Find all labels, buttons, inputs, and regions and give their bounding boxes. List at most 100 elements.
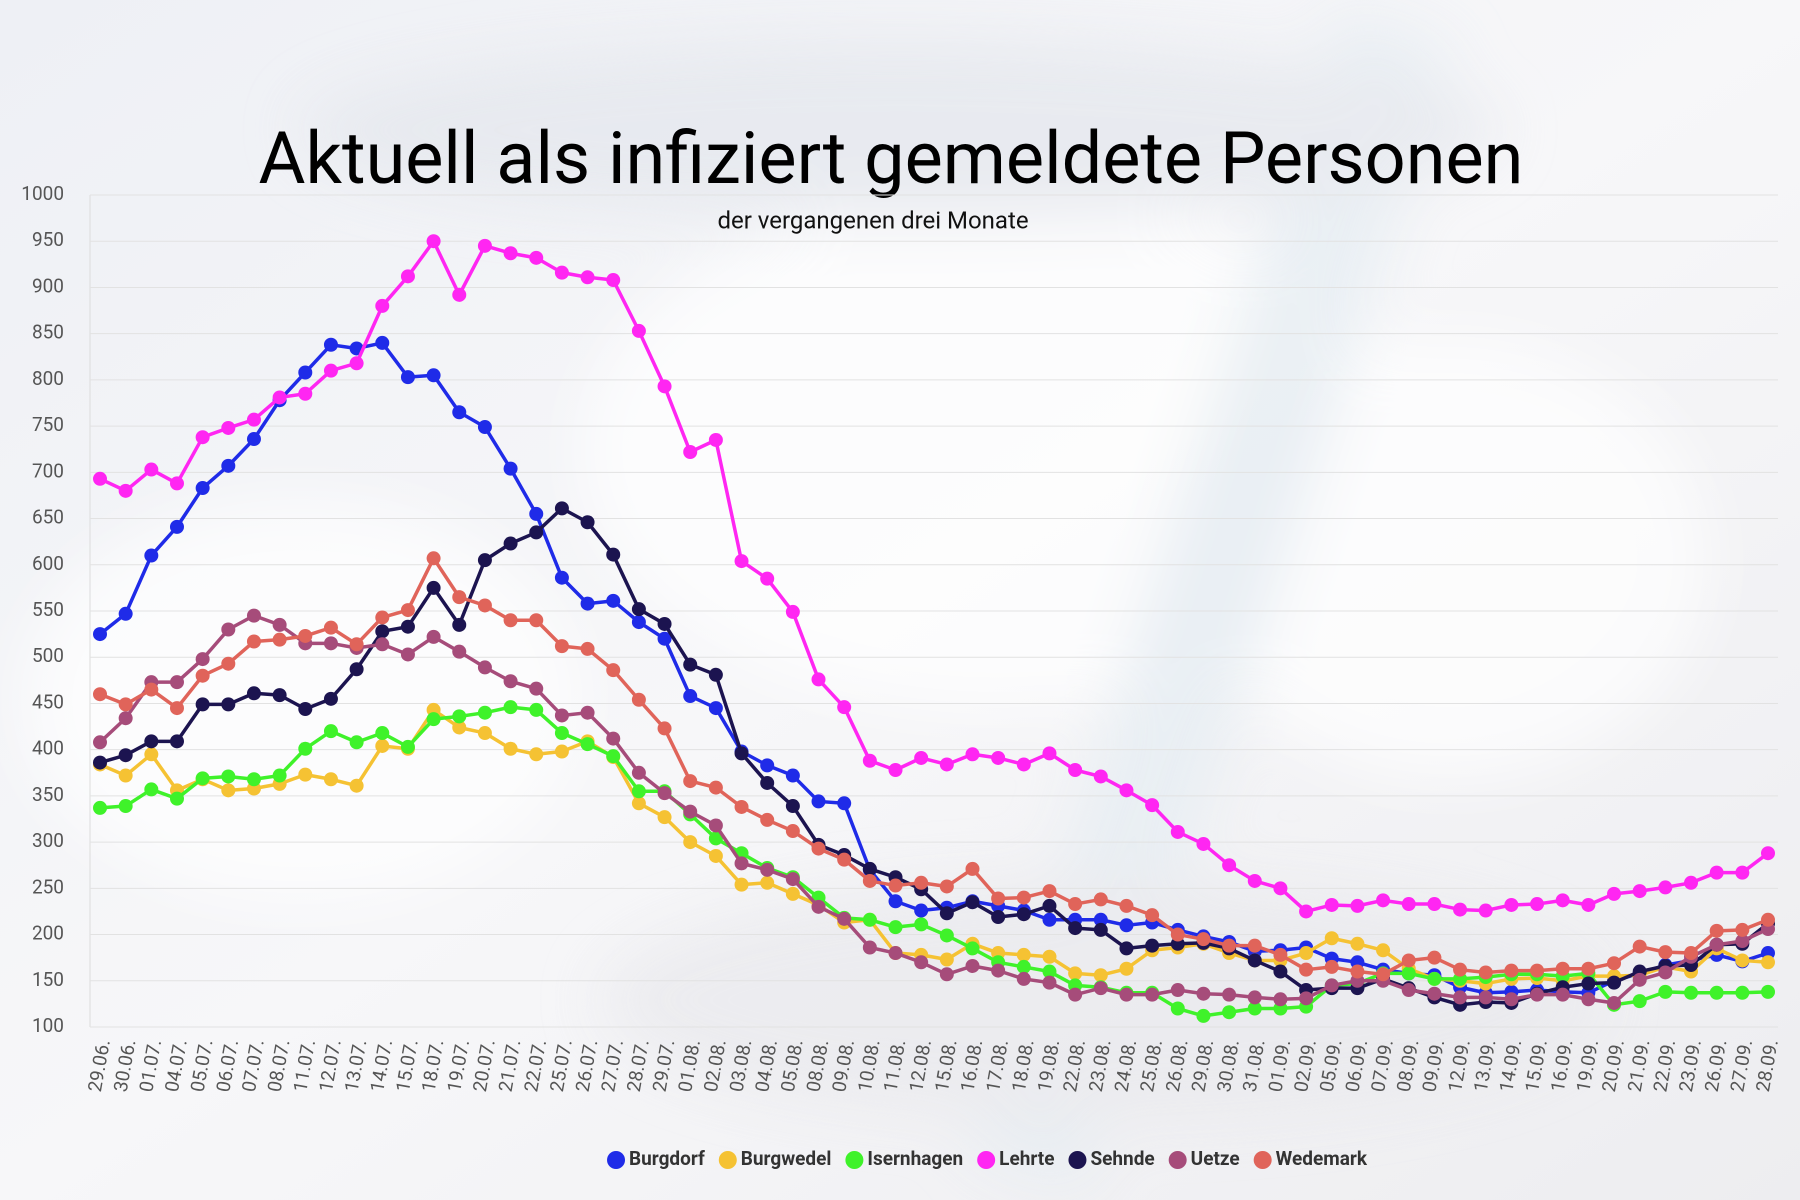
y-tick-label: 550 [32, 598, 64, 621]
point [1324, 931, 1339, 946]
point [1093, 769, 1108, 784]
legend-item: Isernhagen [845, 1147, 963, 1170]
point [1247, 873, 1262, 888]
point [1709, 937, 1724, 952]
point [272, 632, 287, 647]
point [760, 571, 775, 586]
point [246, 412, 261, 427]
point [1324, 897, 1339, 912]
point [503, 700, 518, 715]
point [169, 476, 184, 491]
point [246, 432, 261, 447]
point [580, 641, 595, 656]
point [1581, 961, 1596, 976]
point [631, 765, 646, 780]
point [888, 763, 903, 778]
point [837, 796, 852, 811]
point [1068, 897, 1083, 912]
point [349, 637, 364, 652]
point [477, 238, 492, 253]
point [118, 606, 133, 621]
point [1273, 947, 1288, 962]
point [503, 613, 518, 628]
point [1581, 992, 1596, 1007]
point [1735, 865, 1750, 880]
point [580, 596, 595, 611]
point [1607, 956, 1622, 971]
point [477, 705, 492, 720]
point [272, 617, 287, 632]
point [1196, 836, 1211, 851]
point [708, 432, 723, 447]
point [375, 335, 390, 350]
point [221, 458, 236, 473]
point [965, 941, 980, 956]
point [1222, 858, 1237, 873]
point [529, 681, 544, 696]
point [477, 726, 492, 741]
point [1299, 946, 1314, 961]
point [1068, 987, 1083, 1002]
y-tick-label: 400 [32, 737, 64, 760]
point [1324, 978, 1339, 993]
legend-label: Lehrte [999, 1147, 1054, 1170]
point [657, 379, 672, 394]
point [939, 879, 954, 894]
point [452, 287, 467, 302]
point [1401, 897, 1416, 912]
point [1376, 943, 1391, 958]
legend-label: Isernhagen [867, 1147, 963, 1170]
point [1530, 897, 1545, 912]
point [426, 580, 441, 595]
point [1401, 953, 1416, 968]
point [298, 701, 313, 716]
point [169, 734, 184, 749]
point [375, 637, 390, 652]
point [93, 471, 107, 486]
point [1555, 987, 1570, 1002]
point [1119, 898, 1134, 913]
point [708, 701, 723, 716]
point [862, 861, 877, 876]
point [400, 619, 415, 634]
point [529, 747, 544, 762]
point [349, 662, 364, 677]
point [631, 602, 646, 617]
point [939, 967, 954, 982]
legend: Burgdorf Burgwedel Isernhagen Lehrte Sehnde U… [607, 1147, 1368, 1170]
point [1068, 966, 1083, 981]
point [939, 928, 954, 943]
point [683, 774, 698, 789]
point [272, 390, 287, 405]
point [400, 269, 415, 284]
point [221, 656, 236, 671]
y-tick-label: 1000 [21, 182, 64, 205]
point [1684, 875, 1699, 890]
point [1607, 975, 1622, 990]
point [452, 709, 467, 724]
point [1042, 964, 1057, 979]
point [169, 791, 184, 806]
point [400, 603, 415, 618]
point [1376, 967, 1391, 982]
point [1093, 981, 1108, 996]
y-tick-label: 100 [32, 1014, 64, 1037]
point [1119, 918, 1134, 933]
point [169, 675, 184, 690]
point [760, 758, 775, 773]
point [1761, 984, 1775, 999]
point [554, 570, 569, 585]
point [1427, 986, 1442, 1001]
point [272, 688, 287, 703]
point [477, 420, 492, 435]
point [606, 593, 621, 608]
point [683, 804, 698, 819]
legend-item: Burgdorf [607, 1147, 705, 1170]
point [734, 856, 749, 871]
point [221, 420, 236, 435]
point [400, 370, 415, 385]
point [477, 598, 492, 613]
point [144, 747, 159, 762]
point [323, 363, 338, 378]
point [246, 608, 261, 623]
